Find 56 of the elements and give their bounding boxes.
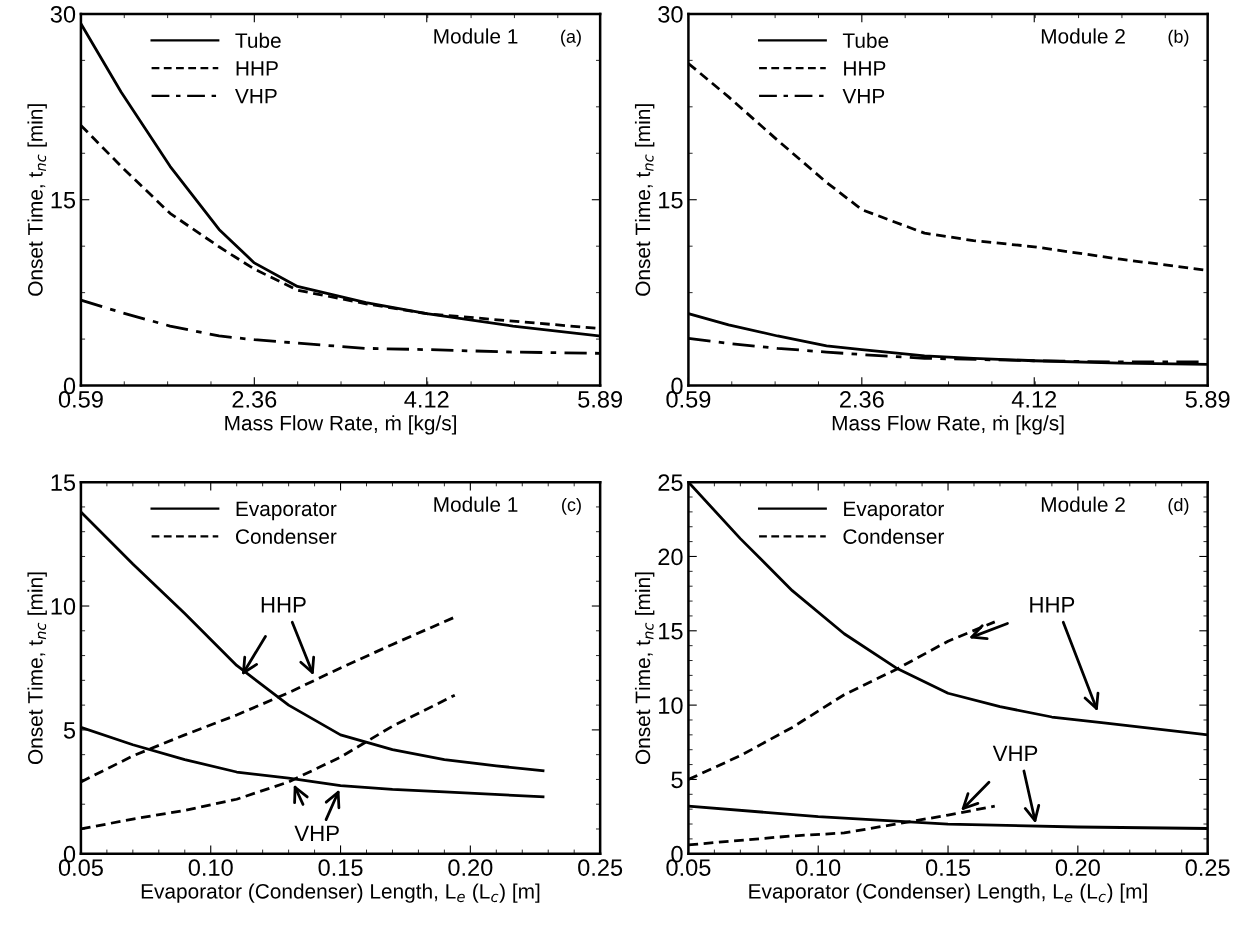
x-axis-title: Mass Flow Rate, ṁ [kg/s] [225,415,456,435]
annotation: Module 2 [1041,496,1125,512]
y-tick-label: 20 [658,548,683,566]
legend-label: Tube [842,32,889,48]
annotation: Module 2 [1041,28,1125,44]
legend-label: Evaporator [236,501,337,521]
annotation: (d) [1168,497,1189,515]
legend-label: HHP [236,61,278,76]
y-tick-label: 30 [658,5,683,23]
y-tick-label: 5 [63,722,76,739]
y-tick-label: 15 [51,192,76,209]
y-tick-label: 5 [671,771,683,789]
x-tick-label: 0.20 [1055,859,1100,876]
y-axis-title: Onset Time, t$_{nc}$ [min] [27,104,47,296]
y-axis-title: Onset Time, t$_{nc}$ [min] [634,572,655,765]
y-tick-label: 10 [659,697,683,714]
x-tick-label: 4.12 [404,391,449,408]
legend-label: HHP [844,61,886,76]
x-tick-label: 4.12 [1011,391,1057,408]
x-tick-label: 0.10 [188,859,233,876]
annotation: VHP [294,825,339,841]
x-tick-label: 0.15 [318,859,363,876]
x-tick-label: 0.15 [925,859,971,876]
legend-label: Condenser [235,528,337,544]
legend-label: VHP [842,88,885,104]
y-tick-label: 10 [51,598,76,615]
x-tick-label: 0.10 [796,859,841,876]
annotation: (c) [562,497,581,515]
y-tick-label: 15 [659,192,683,209]
legend-label: Evaporator [844,501,944,521]
y-axis-title: Onset Time, t$_{nc}$ [min] [634,104,655,296]
x-tick-label: 2.36 [840,391,884,408]
x-tick-label: 5.89 [1185,391,1230,408]
y-tick-label: 15 [51,474,76,491]
x-axis-title: Evaporator (Condenser) Length, L$_{e}$ (L$_{c}$) [m] [749,883,1147,903]
legend-label: VHP [235,88,277,104]
x-tick-label: 0.25 [578,859,623,876]
annotation: VHP [992,745,1038,762]
y-tick-label: 15 [659,623,683,640]
x-tick-label: 5.89 [578,391,623,408]
x-tick-label: 2.36 [232,391,277,408]
annotation: Module 1 [434,28,518,44]
x-tick-label: 0.25 [1185,859,1230,876]
annotation: HHP [1030,597,1075,613]
legend-label: Tube [235,32,281,48]
annotation: (b) [1168,29,1189,47]
y-tick-label: 30 [50,5,76,23]
y-axis-title: Onset Time, t$_{nc}$ [min] [27,572,47,765]
annotation: (a) [561,29,581,47]
annotation: HHP [261,597,306,613]
annotation: Module 1 [434,496,518,512]
x-tick-label: 0.20 [448,859,493,876]
x-axis-title: Evaporator (Condenser) Length, L$_{e}$ (L$_{c}$) [m] [141,883,540,903]
x-axis-title: Mass Flow Rate, ṁ [kg/s] [832,415,1064,435]
y-tick-label: 25 [658,474,683,491]
legend-label: Condenser [843,528,944,544]
